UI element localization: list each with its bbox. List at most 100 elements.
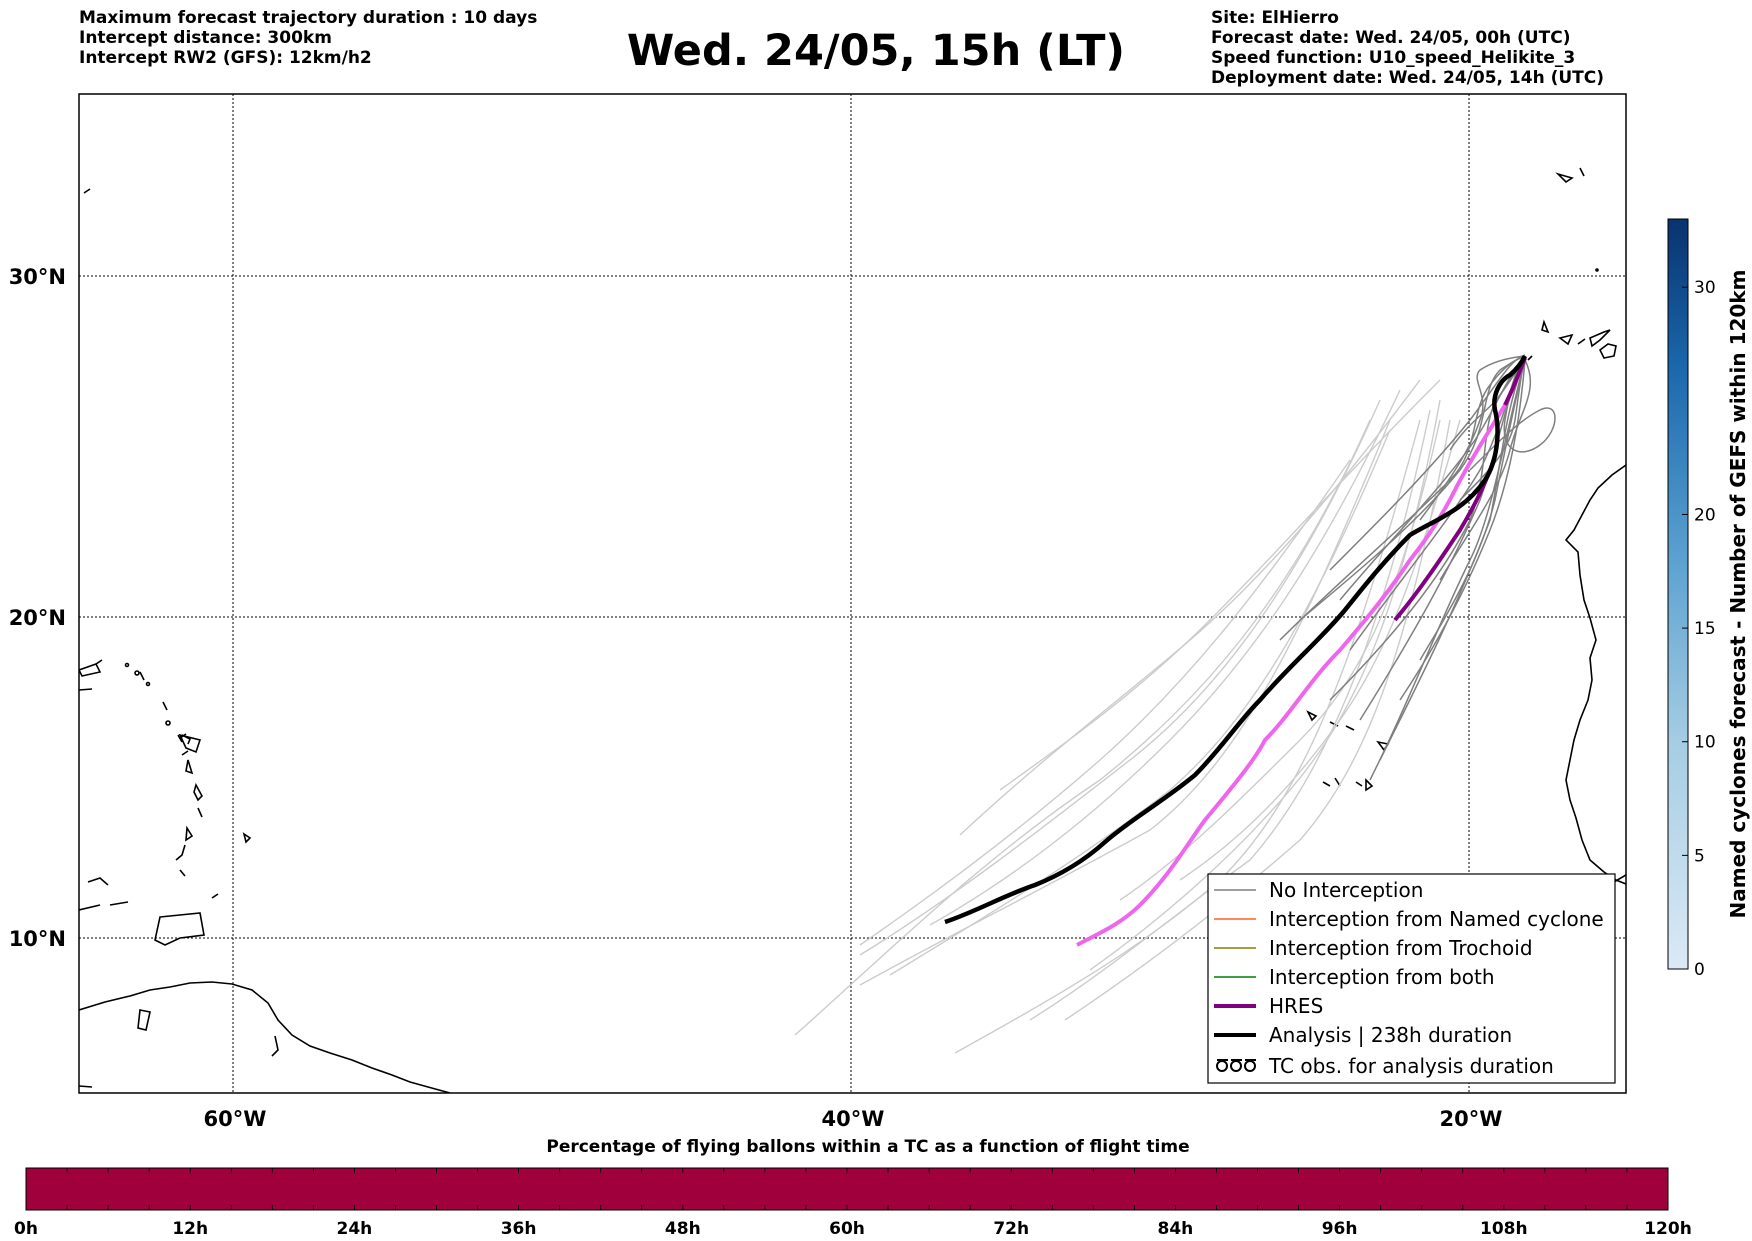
- trajectory: [794, 419, 1371, 1036]
- info-speed-function: Speed function: U10_speed_Helikite_3: [1211, 48, 1576, 68]
- colorbar-ticks: 0 5 10 15 20 30: [1682, 278, 1716, 980]
- colorbar-tick-label: 30: [1694, 278, 1716, 298]
- flight-time-bar-ticks: 0h 12h 24h 36h 48h 60h 72h 84h 96h 108h 120h: [14, 1168, 1692, 1239]
- lon-label-40w: 40°W: [822, 1107, 885, 1131]
- legend-label-analysis: Analysis | 238h duration: [1269, 1023, 1512, 1047]
- legend-label-named-cyclone: Interception from Named cyclone: [1269, 907, 1604, 931]
- cape-verde-santo-antao: [1306, 710, 1318, 722]
- tenerife: [1558, 333, 1574, 346]
- legend: No Interception Interception from Named …: [1207, 873, 1616, 1084]
- info-intercept-distance: Intercept distance: 300km: [79, 28, 332, 48]
- trajectory: [1419, 355, 1526, 521]
- lanzarote: [1598, 343, 1617, 359]
- porto-santo: [1579, 167, 1585, 177]
- flight-bar-tick-label: 48h: [665, 1219, 701, 1239]
- lat-label-20n: 20°N: [9, 606, 66, 630]
- colorbar-tick-label: 15: [1694, 619, 1716, 639]
- grenada: [179, 869, 186, 877]
- island: [139, 671, 145, 681]
- coast-fragment: [79, 904, 101, 911]
- island: [145, 681, 151, 687]
- hres-trajectory-extension: [1076, 357, 1527, 947]
- trajectory: [889, 429, 1391, 976]
- south-america-coast: [79, 981, 451, 1093]
- trajectory: [1029, 409, 1431, 1021]
- colorbar-tick-label: 10: [1694, 733, 1716, 753]
- island: [177, 734, 183, 743]
- cape-verde-fogo: [1322, 781, 1331, 787]
- flight-bar-tick-label: 108h: [1480, 1219, 1528, 1239]
- trajectory: [1179, 419, 1461, 881]
- info-max-duration: Maximum forecast trajectory duration : 1…: [79, 8, 538, 28]
- trajectory: [1439, 359, 1532, 581]
- coast-fragment: [271, 1035, 279, 1057]
- coast-fragment: [109, 901, 129, 906]
- colorbar-tick-label: 20: [1694, 505, 1716, 525]
- selvagens: [1595, 268, 1599, 272]
- trajectory: [929, 389, 1401, 926]
- el-hierro: [1527, 355, 1533, 361]
- flight-bar-tick-label: 60h: [829, 1219, 865, 1239]
- cape-verde-maio: [1355, 781, 1363, 787]
- madeira: [1555, 172, 1574, 184]
- colorbar-title: Named cyclones forecast - Number of GEFS…: [1726, 270, 1750, 919]
- flight-bar-tick-label: 0h: [14, 1219, 38, 1239]
- flight-time-bar-fill: [25, 1167, 1669, 1211]
- flight-bar-title: Percentage of flying ballons within a TC…: [546, 1137, 1190, 1157]
- legend-label-no-interception: No Interception: [1269, 878, 1423, 902]
- coast-fragment: [1613, 874, 1626, 883]
- flight-bar-tick-label: 12h: [172, 1219, 208, 1239]
- flight-bar-tick-label: 36h: [501, 1219, 537, 1239]
- legend-label-tc-obs: TC obs. for analysis duration: [1268, 1054, 1554, 1078]
- trajectory: [1399, 359, 1526, 701]
- info-intercept-rw2: Intercept RW2 (GFS): 12km/h2: [79, 48, 372, 68]
- trajectory: [1089, 399, 1441, 971]
- coast-fragment: [95, 659, 103, 665]
- la-palma: [1541, 319, 1550, 334]
- info-deployment-date: Deployment date: Wed. 24/05, 14h (UTC): [1211, 68, 1605, 88]
- colorbar-tick-label: 5: [1694, 846, 1705, 866]
- analysis-trajectory: [944, 354, 1528, 925]
- flight-bar-tick-label: 72h: [993, 1219, 1029, 1239]
- colorbar-tick-label: 0: [1694, 960, 1705, 980]
- lat-label-30n: 30°N: [9, 265, 66, 289]
- lon-label-20w: 20°W: [1440, 1107, 1503, 1131]
- island: [124, 662, 130, 668]
- cape-verde-sao-nicolau: [1345, 725, 1355, 731]
- legend-label-trochoid: Interception from Trochoid: [1269, 936, 1533, 960]
- flight-bar-tick-label: 84h: [1158, 1219, 1194, 1239]
- page-title: Wed. 24/05, 15h (LT): [626, 26, 1126, 76]
- flight-bar-tick-label: 120h: [1644, 1219, 1692, 1239]
- tobago: [211, 893, 219, 899]
- fuerteventura: [1589, 329, 1611, 348]
- flight-time-bar: 0h 12h 24h 36h 48h 60h 72h 84h 96h 108h 120h: [14, 1167, 1692, 1239]
- cape-verde-boa-vista: [1365, 778, 1374, 792]
- africa-coast: [1564, 464, 1626, 885]
- lon-label-60w: 60°W: [204, 1107, 267, 1131]
- trinidad-coast: [154, 912, 205, 946]
- coast-fragment: [87, 877, 109, 886]
- martinique: [193, 782, 203, 802]
- coastlines: [79, 167, 1626, 1093]
- coast-fragment: [79, 1085, 93, 1088]
- barbados: [242, 832, 252, 844]
- colorbar: 0 5 10 15 20 30 Named cyclones forecast - Num…: [1667, 218, 1750, 980]
- flight-bar-tick-label: 96h: [1322, 1219, 1358, 1239]
- info-site: Site: ElHierro: [1211, 8, 1339, 28]
- trajectory: [999, 379, 1441, 791]
- island: [165, 720, 171, 726]
- trajectory: [954, 419, 1421, 1054]
- barbados-area: [185, 825, 194, 842]
- island: [134, 670, 140, 676]
- trajectory: [1459, 355, 1526, 501]
- coast-fragment: [79, 688, 93, 691]
- gran-canaria: [1577, 338, 1586, 345]
- trajectory: [1064, 419, 1451, 1021]
- guadeloupe: [178, 733, 202, 754]
- flight-bar-tick-label: 24h: [337, 1219, 373, 1239]
- coast-fragment: [83, 188, 91, 194]
- header-info-left: Maximum forecast trajectory duration : 1…: [79, 8, 537, 68]
- trajectory: [1279, 355, 1526, 641]
- island: [162, 701, 168, 711]
